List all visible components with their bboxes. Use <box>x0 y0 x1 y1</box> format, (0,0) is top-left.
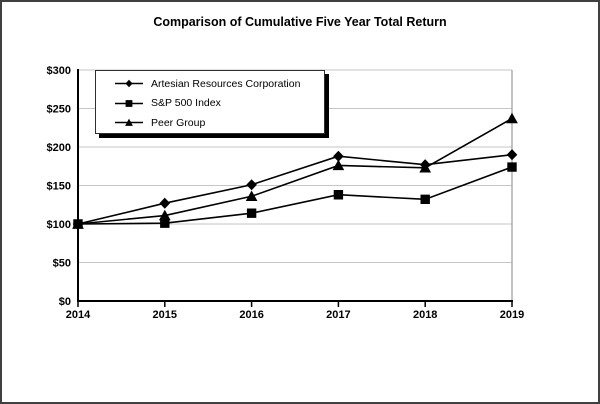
y-axis-tick-label: $300 <box>47 65 71 77</box>
y-axis-tick-label: $50 <box>53 258 71 270</box>
y-axis-tick-label: $150 <box>47 181 71 193</box>
legend-entry-s-p-500-index: S&P 500 Index <box>96 94 324 114</box>
diamond-marker-icon <box>506 149 518 161</box>
y-axis-tick-label: $200 <box>47 142 71 154</box>
legend-label: Peer Group <box>151 116 206 129</box>
triangle-marker-icon <box>506 112 518 124</box>
x-axis-tick-label: 2014 <box>66 309 91 321</box>
square-legend-marker-icon <box>115 99 143 107</box>
triangle-marker-icon <box>245 190 258 201</box>
y-axis-tick-label: $250 <box>47 104 71 116</box>
series-line-1 <box>77 153 513 225</box>
series-line-3 <box>77 117 513 225</box>
chart-legend: Artesian Resources Corporation S&P 500 In… <box>95 70 325 134</box>
y-axis-tick-label: $0 <box>59 296 71 308</box>
square-marker-icon <box>333 190 344 200</box>
diamond-marker-icon <box>333 150 344 162</box>
triangle-marker-icon <box>419 161 432 173</box>
legend-label: Artesian Resources Corporation <box>151 77 301 90</box>
legend-entry-peer-group: Peer Group <box>96 113 324 133</box>
x-axis-tick-label: 2019 <box>500 309 524 321</box>
y-axis-tick-label: $100 <box>47 219 71 231</box>
x-axis-tick-label: 2016 <box>239 309 263 321</box>
diamond-marker-icon <box>159 197 171 209</box>
x-axis-tick-label: 2017 <box>326 309 350 321</box>
square-marker-icon <box>507 162 517 172</box>
square-marker-icon <box>246 208 257 218</box>
diamond-marker-icon <box>246 179 257 191</box>
series-line-2 <box>77 166 513 225</box>
triangle-legend-marker-icon <box>115 118 143 127</box>
x-axis-tick-label: 2015 <box>153 309 177 321</box>
legend-entry-artesian-resources-corporation: Artesian Resources Corporation <box>96 74 324 94</box>
x-axis-tick-label: 2018 <box>413 309 437 321</box>
square-marker-icon <box>420 194 430 205</box>
chart-title: Comparison of Cumulative Five Year Total… <box>153 15 447 29</box>
square-marker-icon <box>160 218 170 228</box>
triangle-marker-icon <box>332 159 345 171</box>
square-marker-icon <box>73 219 83 229</box>
legend-label: S&P 500 Index <box>151 97 221 110</box>
diamond-legend-marker-icon <box>115 80 143 88</box>
